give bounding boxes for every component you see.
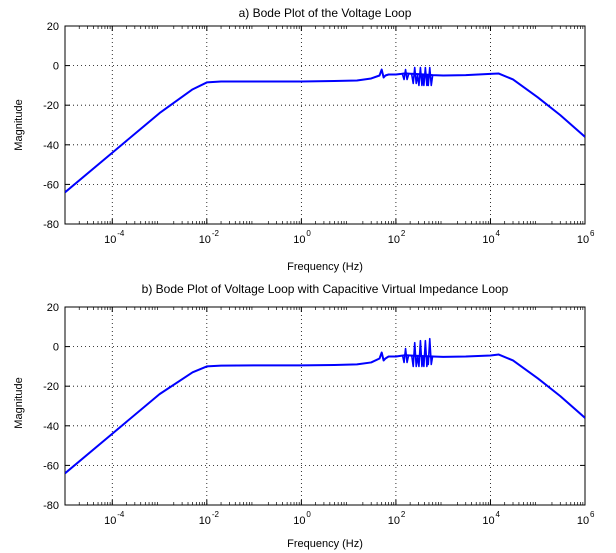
chart-b-ytick-label: -20: [43, 381, 59, 393]
chart-a-xtick-label: 10: [199, 234, 211, 246]
chart-a-ylabel: Magnitude: [13, 99, 25, 150]
chart-a-ytick-label: -60: [43, 179, 59, 191]
chart-b-ylabel: Magnitude: [13, 377, 25, 428]
chart-a-oscillation: [425, 66, 434, 87]
chart-b-xtick-exponent: 6: [590, 510, 595, 519]
chart-b-xtick-label: 10: [482, 515, 494, 527]
chart-b-ytick-label: 20: [47, 302, 59, 314]
chart-a-xtick-exponent: -2: [212, 229, 220, 238]
chart-b-ytick-label: 0: [53, 342, 59, 354]
chart-b-oscillation: [401, 347, 410, 364]
chart-a-xtick-label: 10: [388, 234, 400, 246]
chart-b-oscillation: [425, 337, 434, 366]
chart-a-xtick-label: 10: [293, 234, 305, 246]
chart-a-ytick-label: -20: [43, 100, 59, 112]
chart-a-series-line: [65, 68, 585, 194]
chart-a-title: a) Bode Plot of the Voltage Loop: [239, 6, 412, 20]
chart-b-xlabel: Frequency (Hz): [287, 538, 363, 550]
chart-a-oscillation: [416, 66, 425, 87]
chart-b-xtick-label: 10: [199, 515, 211, 527]
chart-b-xtick-label: 10: [577, 515, 589, 527]
chart-b-title: b) Bode Plot of Voltage Loop with Capaci…: [142, 282, 509, 296]
chart-a-plot-frame: [64, 25, 586, 225]
chart-a-ytick-label: 20: [47, 21, 59, 33]
chart-b-plot-frame: [64, 306, 586, 506]
chart-b-ytick-label: -60: [43, 460, 59, 472]
chart-a-xtick-exponent: 6: [590, 229, 595, 238]
chart-a-xtick-label: 10: [482, 234, 494, 246]
chart-b-oscillation: [416, 339, 425, 368]
chart-b-xtick-exponent: -2: [212, 510, 220, 519]
chart-a-oscillation: [410, 66, 419, 85]
chart-a-ytick-label: -40: [43, 140, 59, 152]
chart-a-ytick-label: 0: [53, 61, 59, 73]
chart-a: a) Bode Plot of the Voltage Loop Frequen…: [13, 6, 595, 273]
chart-a-xtick-exponent: -4: [117, 229, 125, 238]
chart-a-xtick-exponent: 0: [306, 229, 311, 238]
chart-b-ytick-label: -80: [43, 500, 59, 512]
chart-b-xtick-exponent: 0: [306, 510, 311, 519]
chart-a-xtick-label: 10: [577, 234, 589, 246]
chart-a-oscillation: [401, 68, 410, 81]
chart-b-xtick-exponent: -4: [117, 510, 125, 519]
chart-a-xlabel: Frequency (Hz): [287, 261, 363, 273]
chart-a-xtick-exponent: 4: [495, 229, 500, 238]
chart-b-xtick-label: 10: [293, 515, 305, 527]
chart-b: b) Bode Plot of Voltage Loop with Capaci…: [13, 282, 595, 550]
chart-b-xtick-exponent: 4: [495, 510, 500, 519]
chart-a-xtick-label: 10: [104, 234, 116, 246]
chart-a-xtick-exponent: 2: [401, 229, 406, 238]
chart-b-xtick-label: 10: [104, 515, 116, 527]
chart-b-ytick-label: -40: [43, 421, 59, 433]
chart-b-oscillation: [410, 341, 419, 368]
chart-b-xtick-exponent: 2: [401, 510, 406, 519]
chart-a-ytick-label: -80: [43, 219, 59, 231]
chart-b-xtick-label: 10: [388, 515, 400, 527]
chart-b-series-line: [65, 351, 585, 475]
